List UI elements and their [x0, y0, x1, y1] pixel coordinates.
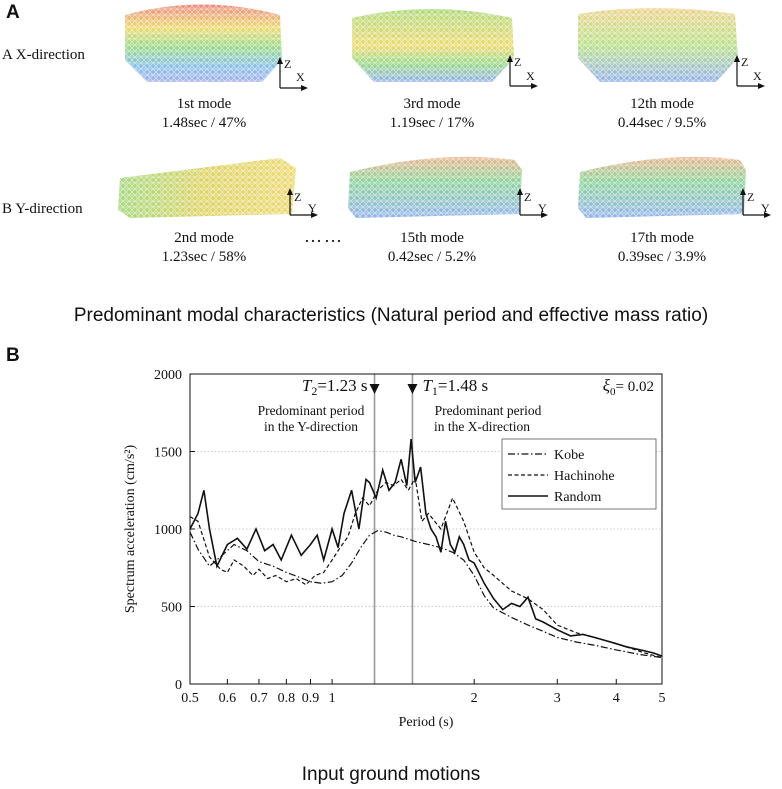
x-axis-label: Period (s) — [399, 715, 454, 730]
period-desc-t1: in the X-direction — [434, 419, 530, 434]
y-axis-label: Spectrum acceleration (cm/s²) — [123, 445, 138, 614]
mode-name: 3rd mode — [403, 96, 461, 112]
x-tick-label: 1 — [329, 691, 336, 706]
x-tick-label: 3 — [554, 691, 561, 706]
x-tick-label: 0.7 — [250, 691, 268, 706]
mode-label-17th: 17th mode 0.39sec / 3.9% — [592, 229, 732, 267]
legend-label-kobe: Kobe — [554, 448, 584, 463]
axis-label: X — [296, 70, 305, 84]
period-desc-t1: Predominant period — [435, 403, 542, 418]
series-line-random — [189, 439, 663, 657]
mode-label-15th: 15th mode 0.42sec / 5.2% — [362, 229, 502, 267]
legend-label-hachinohe: Hachinohe — [554, 469, 615, 484]
axis-triad-icon — [736, 60, 760, 87]
mode-stats: 0.44sec / 9.5% — [617, 115, 707, 131]
y-tick-label: 0 — [175, 678, 182, 693]
axis-triad-icon — [519, 193, 543, 216]
y-tick-label: 1500 — [154, 446, 182, 461]
mode-shape-17th — [578, 156, 746, 218]
mode-name: 17th mode — [630, 230, 694, 246]
axis-label: X — [753, 69, 762, 83]
x-tick-label: 0.6 — [219, 691, 237, 706]
mode-shape-figures: Z X Z X Z X Z Y Z Y Z Y — [118, 4, 771, 218]
axis-label: Z — [747, 190, 754, 204]
axis-label: Z — [284, 57, 291, 71]
damping-label: ξ0= 0.02 — [603, 376, 654, 398]
panel-a-caption: Predominant modal characteristics (Natur… — [73, 305, 709, 326]
period-desc-t2: in the Y-direction — [264, 419, 358, 434]
legend-box — [501, 438, 657, 510]
period-desc-t2: Predominant period — [258, 403, 365, 418]
period-label-t1: T1=1.48 s — [422, 376, 488, 398]
axis-triad-icon — [509, 60, 533, 87]
series-line-kobe — [189, 529, 663, 659]
mode-label-12th: 12th mode 0.44sec / 9.5% — [592, 95, 732, 133]
axis-label: Y — [538, 201, 547, 215]
axis-label: Z — [514, 55, 521, 69]
x-tick-label: 2 — [471, 691, 478, 706]
mode-name: 2nd mode — [174, 230, 234, 246]
axis-label: Y — [308, 201, 317, 215]
axis-label: Z — [741, 55, 748, 69]
mode-shape-3rd — [352, 9, 514, 82]
mode-label-2nd: 2nd mode 1.23sec / 58% — [134, 229, 274, 267]
panel-b-label: B — [6, 345, 20, 366]
mode-shape-2nd — [118, 158, 296, 218]
mode-stats: 1.48sec / 47% — [161, 115, 247, 131]
mode-name: 15th mode — [400, 230, 464, 246]
mode-name: 12th mode — [630, 96, 694, 112]
axis-triad-icon — [742, 193, 766, 216]
mode-stats: 1.19sec / 17% — [389, 115, 475, 131]
mode-stats: 0.39sec / 3.9% — [617, 249, 707, 265]
row-label-x-direction: A X-direction — [2, 47, 85, 63]
x-tick-label: 4 — [613, 691, 620, 706]
x-tick-label: 5 — [659, 691, 666, 706]
legend-label-random: Random — [554, 490, 602, 505]
axis-triad-icon — [289, 193, 313, 216]
x-tick-label: 0.8 — [278, 691, 296, 706]
x-tick-label: 0.9 — [302, 691, 320, 706]
period-marker-arrow — [369, 384, 380, 394]
axis-triad-icon — [279, 62, 303, 89]
axis-label: Y — [761, 201, 770, 215]
x-tick-label: 0.5 — [181, 691, 199, 706]
axis-label: Z — [294, 190, 301, 204]
mode-stats: 0.42sec / 5.2% — [387, 249, 477, 265]
response-spectrum-chart: 0.5 0.6 0.7 0.8 0.9 1 2 3 4 5 0 500 1000 1500 2000 Peri… — [123, 368, 666, 730]
ellipsis: …… — [304, 226, 344, 246]
mode-shape-1st — [125, 4, 282, 82]
axis-label: X — [526, 69, 535, 83]
period-marker-arrow — [407, 384, 418, 394]
mode-label-3rd: 3rd mode 1.19sec / 17% — [362, 95, 502, 133]
series-line-hachinohe — [189, 475, 663, 659]
mode-shape-15th — [348, 156, 522, 218]
axis-label: Z — [524, 190, 531, 204]
y-tick-label: 2000 — [154, 368, 182, 383]
mode-stats: 1.23sec / 58% — [161, 249, 247, 265]
mode-shape-12th — [578, 8, 738, 82]
y-tick-label: 500 — [161, 601, 182, 616]
y-tick-label: 1000 — [154, 523, 182, 538]
panel-a-label: A — [6, 2, 20, 23]
panel-b-caption: Input ground motions — [301, 764, 481, 785]
row-label-y-direction: B Y-direction — [2, 201, 83, 217]
mode-label-1st: 1st mode 1.48sec / 47% — [134, 95, 274, 133]
mode-name: 1st mode — [176, 96, 232, 112]
period-label-t2: T2=1.23 s — [302, 376, 368, 398]
